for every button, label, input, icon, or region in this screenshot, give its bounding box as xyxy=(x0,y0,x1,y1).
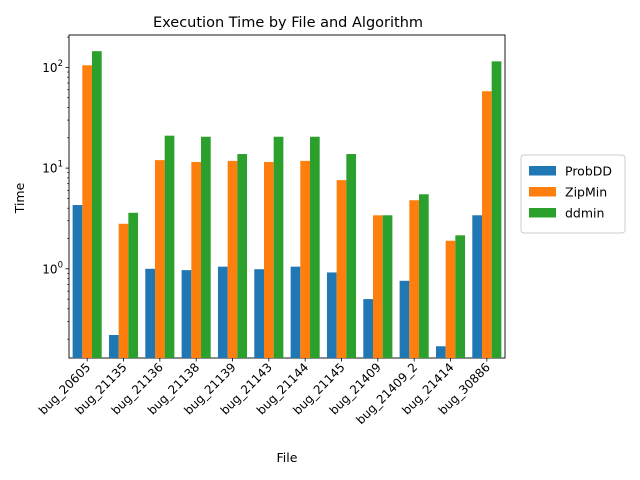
bar-ddmin-bug_20605 xyxy=(92,51,102,359)
bar-ddmin-bug_21409 xyxy=(382,215,393,358)
bar-ZipMin-bug_21135 xyxy=(118,223,129,358)
bar-ddmin-bug_21145 xyxy=(346,154,357,358)
y-tick-label: 101 xyxy=(42,160,63,176)
bar-ddmin-bug_21135 xyxy=(128,212,139,358)
bar-ProbDD-bug_21409_2 xyxy=(399,280,410,358)
bar-ddmin-bug_21143 xyxy=(273,136,284,358)
bar-ZipMin-bug_30886 xyxy=(481,91,492,358)
bar-ZipMin-bug_20605 xyxy=(82,65,93,359)
bar-ZipMin-bug_21138 xyxy=(191,162,202,358)
bar-ddmin-bug_30886 xyxy=(491,61,502,359)
bar-ddmin-bug_21414 xyxy=(455,235,466,358)
bar-ddmin-bug_21138 xyxy=(201,136,211,358)
legend: ProbDD ZipMin ddmin xyxy=(520,154,626,234)
y-tick-label: 100 xyxy=(42,260,63,276)
x-axis-label: File xyxy=(277,450,298,465)
bar-ProbDD-bug_30886 xyxy=(472,215,482,358)
bar-ProbDD-bug_21409 xyxy=(363,299,373,358)
bar-ZipMin-bug_21409 xyxy=(372,215,383,358)
x-axis: bug_20605bug_21135bug_21136bug_21138bug_… xyxy=(36,358,493,427)
bar-ddmin-bug_21409_2 xyxy=(419,194,429,358)
legend-label-ProbDD: ProbDD xyxy=(565,164,612,179)
bars-layer xyxy=(72,51,502,359)
bar-ProbDD-bug_21136 xyxy=(145,268,155,358)
legend-label-ZipMin: ZipMin xyxy=(565,185,607,200)
bar-ProbDD-bug_21145 xyxy=(326,272,337,358)
bar-ddmin-bug_21139 xyxy=(237,154,248,358)
legend-swatch-ZipMin xyxy=(529,187,556,197)
bar-ZipMin-bug_21139 xyxy=(227,160,238,358)
bar-ZipMin-bug_21414 xyxy=(445,240,456,358)
bar-ZipMin-bug_21409_2 xyxy=(409,200,420,358)
bar-ProbDD-bug_21414 xyxy=(435,346,446,358)
bar-ddmin-bug_21144 xyxy=(310,136,320,358)
bar-ProbDD-bug_21139 xyxy=(217,266,228,358)
legend-swatch-ddmin xyxy=(529,208,556,218)
plot-frame xyxy=(68,34,506,359)
bar-ProbDD-bug_21135 xyxy=(108,334,119,358)
bar-ZipMin-bug_21143 xyxy=(263,162,274,358)
y-axis-label: Time xyxy=(12,182,27,214)
bar-ProbDD-bug_21144 xyxy=(290,266,301,358)
plot-area xyxy=(68,34,506,359)
y-tick-label: 102 xyxy=(42,59,63,75)
chart-title: Execution Time by File and Algorithm xyxy=(153,15,423,31)
bar-ZipMin-bug_21145 xyxy=(336,180,347,358)
bar-ddmin-bug_21136 xyxy=(164,135,175,358)
legend-label-ddmin: ddmin xyxy=(565,206,604,221)
bar-ZipMin-bug_21144 xyxy=(300,160,311,358)
bar-ProbDD-bug_21138 xyxy=(181,270,192,358)
bar-ProbDD-bug_21143 xyxy=(254,269,264,358)
bar-ProbDD-bug_20605 xyxy=(72,205,83,358)
y-axis: 100 101 102 xyxy=(42,36,69,340)
legend-swatch-ProbDD xyxy=(529,166,556,176)
bar-ZipMin-bug_21136 xyxy=(154,160,165,358)
